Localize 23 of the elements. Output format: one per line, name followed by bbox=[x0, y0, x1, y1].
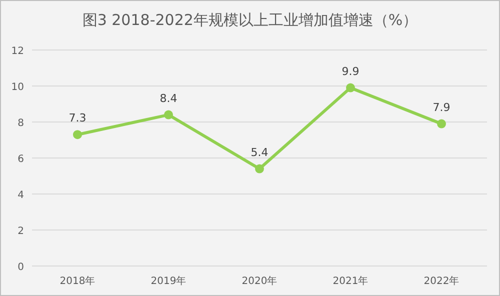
x-tick-label: 2020年 bbox=[242, 275, 278, 287]
y-tick-label: 6 bbox=[18, 154, 24, 165]
y-tick-label: 10 bbox=[11, 82, 24, 93]
y-tick-label: 12 bbox=[11, 46, 24, 57]
x-tick-label: 2021年 bbox=[332, 275, 368, 287]
data-label: 5.4 bbox=[250, 146, 268, 159]
y-tick-label: 0 bbox=[18, 262, 24, 273]
data-label: 9.9 bbox=[342, 64, 360, 78]
point bbox=[255, 164, 264, 174]
point bbox=[437, 119, 446, 128]
data-label: 7.3 bbox=[68, 112, 86, 125]
chart-title: 图3 2018-2022年规模以上工业增加值增速（%） bbox=[82, 11, 418, 29]
x-tick-label: 2018年 bbox=[60, 275, 96, 287]
point bbox=[164, 110, 173, 120]
x-tick-label: 2022年 bbox=[424, 275, 460, 287]
point bbox=[346, 83, 355, 92]
y-tick-label: 2 bbox=[18, 226, 24, 237]
x-tick-label: 2019年 bbox=[150, 275, 186, 287]
data-label: 7.9 bbox=[432, 100, 450, 114]
point bbox=[73, 130, 82, 140]
y-tick-label: 8 bbox=[18, 118, 24, 129]
y-tick-label: 4 bbox=[18, 190, 24, 201]
data-label: 8.4 bbox=[160, 92, 178, 105]
